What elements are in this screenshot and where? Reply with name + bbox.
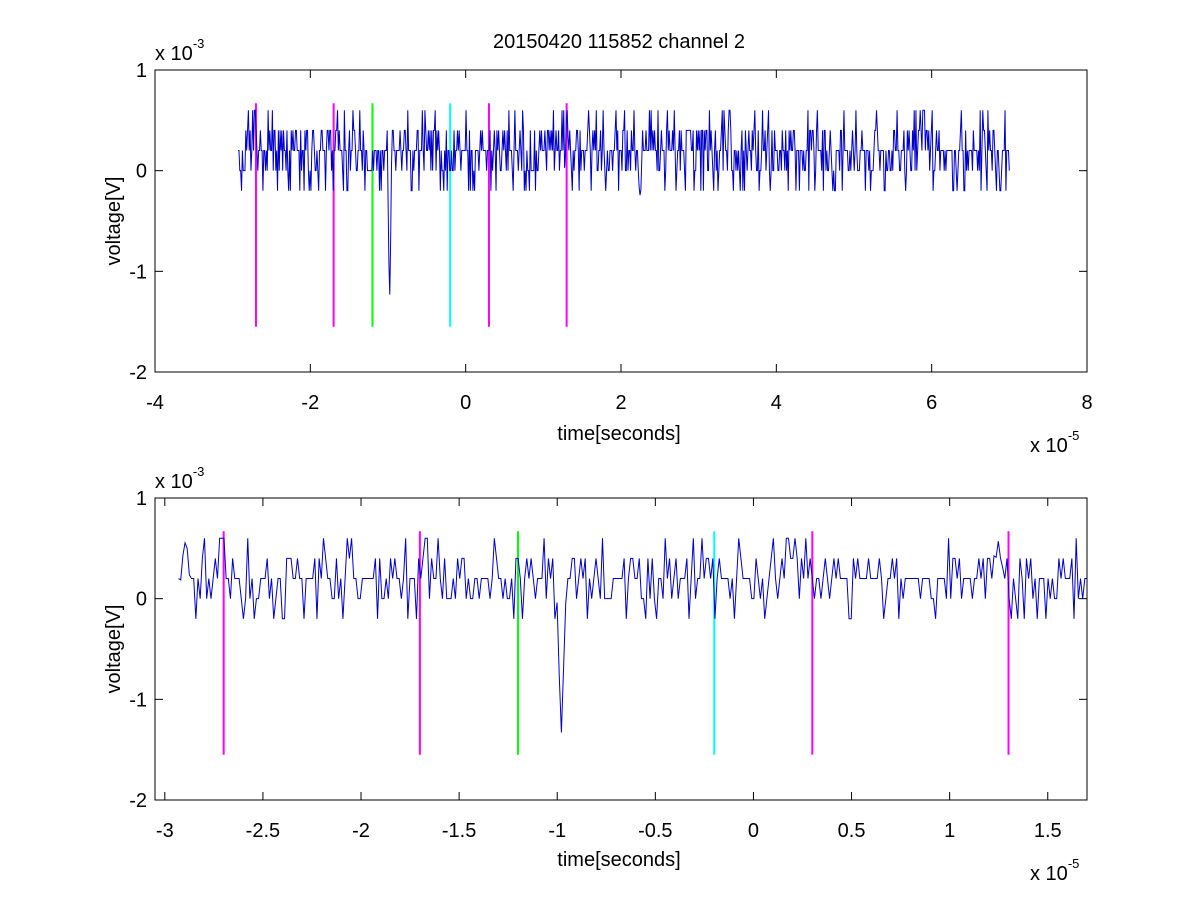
top-x-tick-label: -4 [146,392,164,414]
bottom-x-exponent: x 10-5 [1030,856,1079,885]
top-x-tick-label: 2 [615,392,626,414]
top-y-tick-label: -2 [129,362,147,384]
top-x-exponent: x 10-5 [1030,428,1079,457]
bottom-y-tick-label: 1 [136,488,147,510]
top-markers [254,103,568,327]
top-y-axis-label: voltage[V] [103,177,125,266]
bottom-x-tick-label: -1 [548,820,566,842]
bottom-markers [222,531,1010,755]
top-y-tick-label: -1 [129,261,147,283]
bottom-x-tick-label: -2.5 [246,820,280,842]
bottom-x-tick-label: -0.5 [638,820,672,842]
bottom-x-tick-label: 0 [748,820,759,842]
top-voltage-trace [238,109,1010,295]
bottom-x-tick-label: 1 [944,820,955,842]
top-y-ticks: -2 -1 0 1 [129,60,1087,384]
bottom-y-ticks: -2 -1 0 1 [129,488,1087,812]
bottom-x-tick-label: -2 [352,820,370,842]
top-y-tick-label: 0 [136,161,147,183]
top-x-tick-label: 8 [1081,392,1092,414]
subplot-top: -4 -2 0 2 4 6 8 -2 -1 0 1 time[seconds] voltage[V… [103,36,1093,457]
top-y-exponent: x 10-3 [155,36,204,65]
bottom-x-ticks: -3 -2.5 -2 -1.5 -1 -0.5 0 0.5 1 1.5 [156,498,1062,842]
bottom-voltage-trace [178,537,1087,733]
figure-title: 20150420 115852 channel 2 [493,31,745,53]
top-x-ticks: -4 -2 0 2 4 6 8 [146,70,1093,414]
bottom-y-tick-label: 0 [136,589,147,611]
top-x-axis-label: time[seconds] [557,423,680,445]
top-x-tick-label: -2 [301,392,319,414]
bottom-x-tick-label: 1.5 [1034,820,1062,842]
subplot-bottom: -3 -2.5 -2 -1.5 -1 -0.5 0 0.5 1 1.5 -2 -1 0 1 time[s… [103,464,1088,885]
top-x-tick-label: 0 [460,392,471,414]
bottom-y-tick-label: -2 [129,790,147,812]
top-axes-box [154,69,1088,373]
top-y-tick-label: 1 [136,60,147,82]
bottom-y-tick-label: -1 [129,689,147,711]
top-x-tick-label: 6 [926,392,937,414]
bottom-y-exponent: x 10-3 [155,464,204,493]
bottom-x-axis-label: time[seconds] [557,849,680,871]
top-x-tick-label: 4 [771,392,782,414]
bottom-x-tick-label: -3 [156,820,174,842]
bottom-x-tick-label: 0.5 [838,820,866,842]
bottom-axes-box [154,497,1088,801]
bottom-x-tick-label: -1.5 [442,820,476,842]
bottom-y-axis-label: voltage[V] [103,605,125,694]
